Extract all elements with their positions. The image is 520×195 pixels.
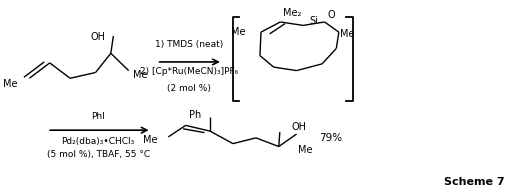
Text: (2 mol %): (2 mol %) [167, 84, 211, 93]
Text: 79%: 79% [319, 133, 343, 143]
Text: Me: Me [133, 70, 147, 80]
Text: 1) TMDS (neat): 1) TMDS (neat) [154, 40, 223, 49]
Text: OH: OH [292, 122, 306, 132]
Text: Ph: Ph [189, 110, 201, 120]
Text: Me: Me [341, 29, 355, 39]
Text: Me: Me [231, 27, 246, 37]
Text: (5 mol %), TBAF, 55 °C: (5 mol %), TBAF, 55 °C [46, 150, 150, 159]
Text: Me: Me [298, 145, 313, 155]
Text: Pd₂(dba)₃•CHCl₃: Pd₂(dba)₃•CHCl₃ [61, 137, 135, 146]
Text: Me: Me [3, 79, 18, 89]
Text: OH: OH [90, 32, 106, 42]
Text: PhI: PhI [91, 112, 105, 121]
Text: O: O [328, 10, 335, 20]
Text: 2) [Cp*Ru(MeCN)₃]PF₆: 2) [Cp*Ru(MeCN)₃]PF₆ [139, 67, 238, 76]
Text: Scheme 7: Scheme 7 [444, 177, 505, 187]
Text: Me: Me [143, 135, 158, 145]
Text: Si: Si [309, 16, 318, 26]
Text: Me₂: Me₂ [283, 8, 302, 18]
